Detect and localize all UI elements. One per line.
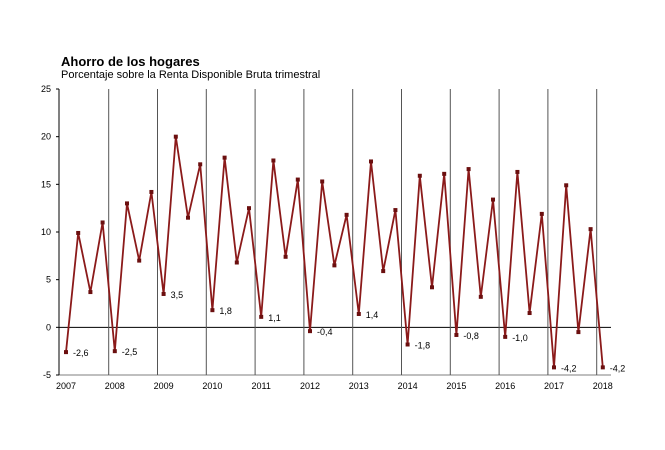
data-label: -0,8 — [463, 331, 479, 341]
data-point — [259, 314, 264, 319]
x-tick-label: 2012 — [300, 381, 320, 391]
y-tick-label: 0 — [46, 322, 51, 332]
data-point — [88, 290, 93, 295]
data-point — [198, 162, 203, 167]
data-point — [576, 330, 581, 335]
year-separators — [108, 89, 598, 375]
data-point — [222, 155, 227, 160]
y-tick-label: 10 — [41, 227, 51, 237]
data-point — [588, 227, 593, 232]
data-point — [539, 211, 544, 216]
data-point — [283, 254, 288, 259]
data-point — [149, 189, 154, 194]
data-label: -2,5 — [122, 347, 138, 357]
plot-series — [64, 134, 605, 370]
y-tick-label: 20 — [41, 132, 51, 142]
x-tick-label: 2007 — [56, 381, 76, 391]
data-point — [503, 334, 508, 339]
data-point — [478, 294, 483, 299]
data-point — [356, 311, 361, 316]
x-axis: 2007 2008 2009 2010 2011 2012 2013 2014 2015 2016… — [56, 326, 613, 391]
data-point — [417, 173, 422, 178]
data-point — [137, 258, 142, 263]
data-label: -4,2 — [610, 363, 626, 373]
y-tick-label: -5 — [43, 370, 51, 380]
data-point — [454, 332, 459, 337]
x-tick-label: 2009 — [154, 381, 174, 391]
data-point — [308, 329, 312, 334]
data-point — [234, 260, 239, 265]
data-point — [332, 263, 337, 268]
y-axis: -5 0 5 10 15 20 25 — [41, 84, 60, 380]
data-point — [600, 365, 605, 370]
data-label: -2,6 — [73, 348, 89, 358]
data-point — [515, 169, 520, 174]
x-tick-label: 2010 — [202, 381, 222, 391]
x-tick-label: 2018 — [593, 381, 613, 391]
data-point — [552, 365, 556, 370]
data-point — [295, 177, 300, 182]
data-point — [186, 215, 190, 220]
chart-title: Ahorro de los hogares — [61, 54, 200, 69]
x-tick-label: 2016 — [495, 381, 515, 391]
data-label: 1,4 — [366, 310, 379, 320]
x-tick-label: 2015 — [446, 381, 466, 391]
data-point — [112, 349, 117, 354]
x-tick-label: 2017 — [544, 381, 564, 391]
data-point — [100, 220, 105, 225]
data-label: 1,1 — [268, 313, 281, 323]
data-point — [247, 206, 251, 211]
y-tick-label: 15 — [41, 179, 51, 189]
data-point — [405, 342, 410, 347]
data-label: 3,5 — [171, 290, 184, 300]
y-tick-label: 25 — [41, 84, 51, 94]
data-point — [527, 311, 532, 316]
data-point — [125, 201, 129, 206]
data-point — [369, 159, 373, 164]
data-point — [344, 212, 349, 217]
data-point — [393, 208, 398, 213]
data-labels: -2,6 -2,5 3,5 1,8 1,1 -0,4 1,4 -1,8 -0,8 -1,0 -4,2… — [73, 290, 625, 373]
data-label: 1,8 — [219, 306, 232, 316]
data-point — [320, 179, 325, 184]
data-point — [76, 230, 81, 235]
x-tick-label: 2008 — [105, 381, 125, 391]
data-point — [430, 285, 434, 290]
x-tick-label: 2013 — [349, 381, 369, 391]
data-label: -1,0 — [512, 333, 528, 343]
data-point — [442, 171, 447, 176]
y-tick-label: 5 — [46, 275, 51, 285]
x-tick-label: 2011 — [252, 381, 271, 391]
data-point — [564, 183, 569, 188]
x-tick-label: 2014 — [398, 381, 418, 391]
data-point — [173, 134, 178, 139]
data-label: -0,4 — [317, 327, 333, 337]
data-point — [381, 269, 386, 274]
data-label: -4,2 — [561, 363, 577, 373]
data-label: -1,8 — [415, 340, 431, 350]
data-point — [491, 197, 495, 202]
data-point — [466, 167, 471, 172]
chart-subtitle: Porcentaje sobre la Renta Disponible Bru… — [61, 69, 321, 81]
data-point — [64, 350, 68, 355]
data-point — [210, 308, 215, 313]
data-point — [271, 158, 276, 163]
data-point — [161, 291, 166, 296]
